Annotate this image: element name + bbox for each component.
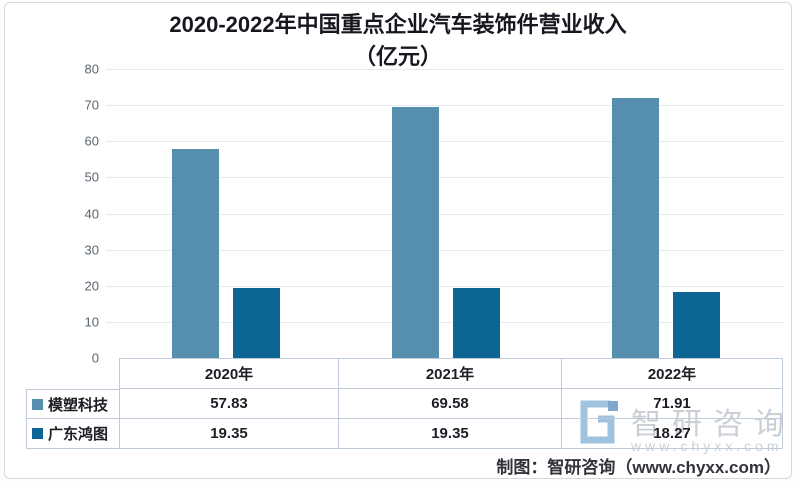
legend-swatch — [32, 428, 43, 439]
gridline — [106, 177, 783, 179]
table-header-2020年: 2020年 — [119, 358, 338, 389]
bar-2021年-模塑科技 — [392, 106, 439, 358]
zhiyan-logo-icon — [580, 400, 618, 444]
value-cell: 69.58 — [338, 389, 561, 419]
y-tick-label: 0 — [91, 350, 99, 366]
gridline — [106, 213, 783, 215]
bar-2021年-广东鸿图 — [453, 288, 500, 358]
value-cell: 71.91 — [561, 389, 783, 419]
value-cell: 57.83 — [119, 389, 338, 419]
plot-area — [106, 69, 783, 358]
watermark-url-text: www.chyxx.com — [631, 438, 783, 454]
legend-cell-模塑科技: 模塑科技 — [26, 389, 119, 419]
value-cell: 18.27 — [561, 419, 783, 449]
y-tick-label: 30 — [84, 242, 99, 258]
bar-2022年-模塑科技 — [612, 98, 659, 358]
y-tick-label: 60 — [84, 133, 99, 149]
gridline — [106, 69, 783, 70]
legend-swatch — [32, 398, 43, 410]
bar-2020年-广东鸿图 — [233, 288, 280, 358]
chart-title-line2: （亿元） — [353, 44, 442, 69]
legend-cell-广东鸿图: 广东鸿图 — [26, 419, 119, 449]
table-header-2021年: 2021年 — [338, 358, 561, 389]
gridline — [106, 285, 783, 287]
y-tick-label: 80 — [84, 61, 99, 77]
y-tick-label: 10 — [84, 314, 99, 330]
y-tick-label: 50 — [84, 169, 99, 185]
value-cell: 19.35 — [119, 419, 338, 449]
credit-text: 制图：智研咨询（www.chyxx.com） — [496, 458, 781, 477]
y-tick-label: 70 — [84, 97, 99, 113]
bar-2020年-模塑科技 — [172, 149, 219, 358]
y-tick-label: 40 — [84, 206, 99, 221]
data-table: 2020年 2021年 2022年模塑科技 57.83 69.58 71.91 广东鸿图 19… — [26, 358, 783, 449]
table-corner-blank — [26, 358, 119, 389]
gridline — [106, 141, 783, 143]
bar-2022年-广东鸿图 — [673, 292, 720, 358]
gridline — [106, 321, 783, 323]
watermark-brand-text: 智研咨询 — [631, 408, 795, 441]
watermark: 智研咨询 www.chyxx.com — [565, 391, 790, 461]
gridline — [106, 105, 783, 107]
table-header-2022年: 2022年 — [561, 358, 783, 389]
legend-label: 广东鸿图 — [48, 426, 109, 443]
legend-label: 模塑科技 — [48, 396, 109, 414]
chart-title-line1: 2020-2022年中国重点企业汽车装饰件营业收入 — [169, 12, 627, 37]
chart-title: 2020-2022年中国重点企业汽车装饰件营业收入 （亿元） — [5, 9, 791, 73]
chart-card: 2020-2022年中国重点企业汽车装饰件营业收入 （亿元） 0 10 20 30 40… — [4, 2, 792, 479]
y-tick-label: 20 — [84, 278, 99, 294]
gridline — [106, 249, 783, 251]
value-cell: 19.35 — [338, 419, 561, 449]
